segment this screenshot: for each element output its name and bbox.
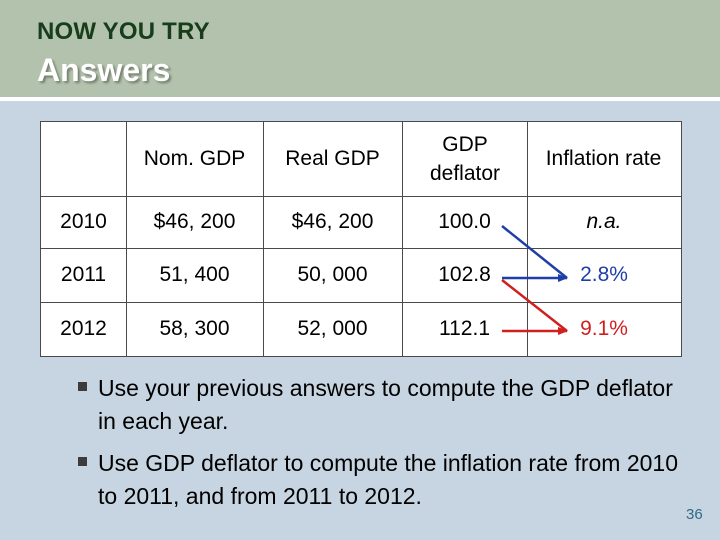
table-row-divider bbox=[41, 196, 681, 197]
table-cell-nom-gdp: 58, 300 bbox=[159, 317, 230, 341]
table-header-gdp-deflator: GDP deflator bbox=[429, 132, 501, 185]
header-divider bbox=[0, 97, 720, 101]
table-cell-real-gdp: 50, 000 bbox=[297, 263, 368, 287]
table-row-divider bbox=[41, 248, 681, 249]
table-cell-inflation: 2.8% bbox=[580, 263, 628, 287]
table-cell-year: 2011 bbox=[60, 263, 107, 287]
table-row-divider bbox=[41, 302, 681, 303]
table-cell-inflation: 9.1% bbox=[580, 317, 628, 341]
table-header-inflation-rate: Inflation rate bbox=[545, 147, 662, 171]
table-header-real-gdp: Real GDP bbox=[285, 147, 380, 171]
table-column-divider bbox=[263, 122, 264, 356]
gdp-table: Nom. GDP Real GDP GDP deflator Inflation… bbox=[40, 121, 682, 357]
bullet-text: Use your previous answers to compute the… bbox=[98, 375, 673, 435]
slide-title: Answers bbox=[37, 52, 171, 88]
table-cell-deflator: 112.1 bbox=[439, 317, 490, 341]
table-cell-nom-gdp: 51, 400 bbox=[159, 263, 230, 287]
page-number: 36 bbox=[686, 506, 703, 523]
instruction-list: Use your previous answers to compute the… bbox=[78, 372, 678, 521]
slide-kicker: NOW YOU TRY bbox=[37, 18, 210, 45]
header-band bbox=[0, 0, 720, 97]
list-item: Use your previous answers to compute the… bbox=[78, 372, 678, 439]
list-item: Use GDP deflator to compute the inflatio… bbox=[78, 447, 678, 514]
bullet-square-icon bbox=[78, 456, 87, 466]
bullet-text: Use GDP deflator to compute the inflatio… bbox=[98, 449, 678, 510]
table-cell-year: 2010 bbox=[60, 210, 107, 234]
table-cell-real-gdp: $46, 200 bbox=[291, 210, 374, 234]
table-column-divider bbox=[402, 122, 403, 356]
table-header-nom-gdp: Nom. GDP bbox=[143, 147, 246, 171]
table-cell-inflation: n.a. bbox=[586, 210, 622, 234]
table-cell-deflator: 102.8 bbox=[438, 263, 491, 287]
table-cell-nom-gdp: $46, 200 bbox=[153, 210, 236, 234]
table-header-blank bbox=[41, 122, 126, 196]
table-cell-deflator: 100.0 bbox=[438, 210, 491, 234]
table-column-divider bbox=[126, 122, 127, 356]
table-cell-year: 2012 bbox=[60, 317, 107, 341]
bullet-square-icon bbox=[78, 382, 87, 391]
table-cell-real-gdp: 52, 000 bbox=[297, 317, 368, 341]
